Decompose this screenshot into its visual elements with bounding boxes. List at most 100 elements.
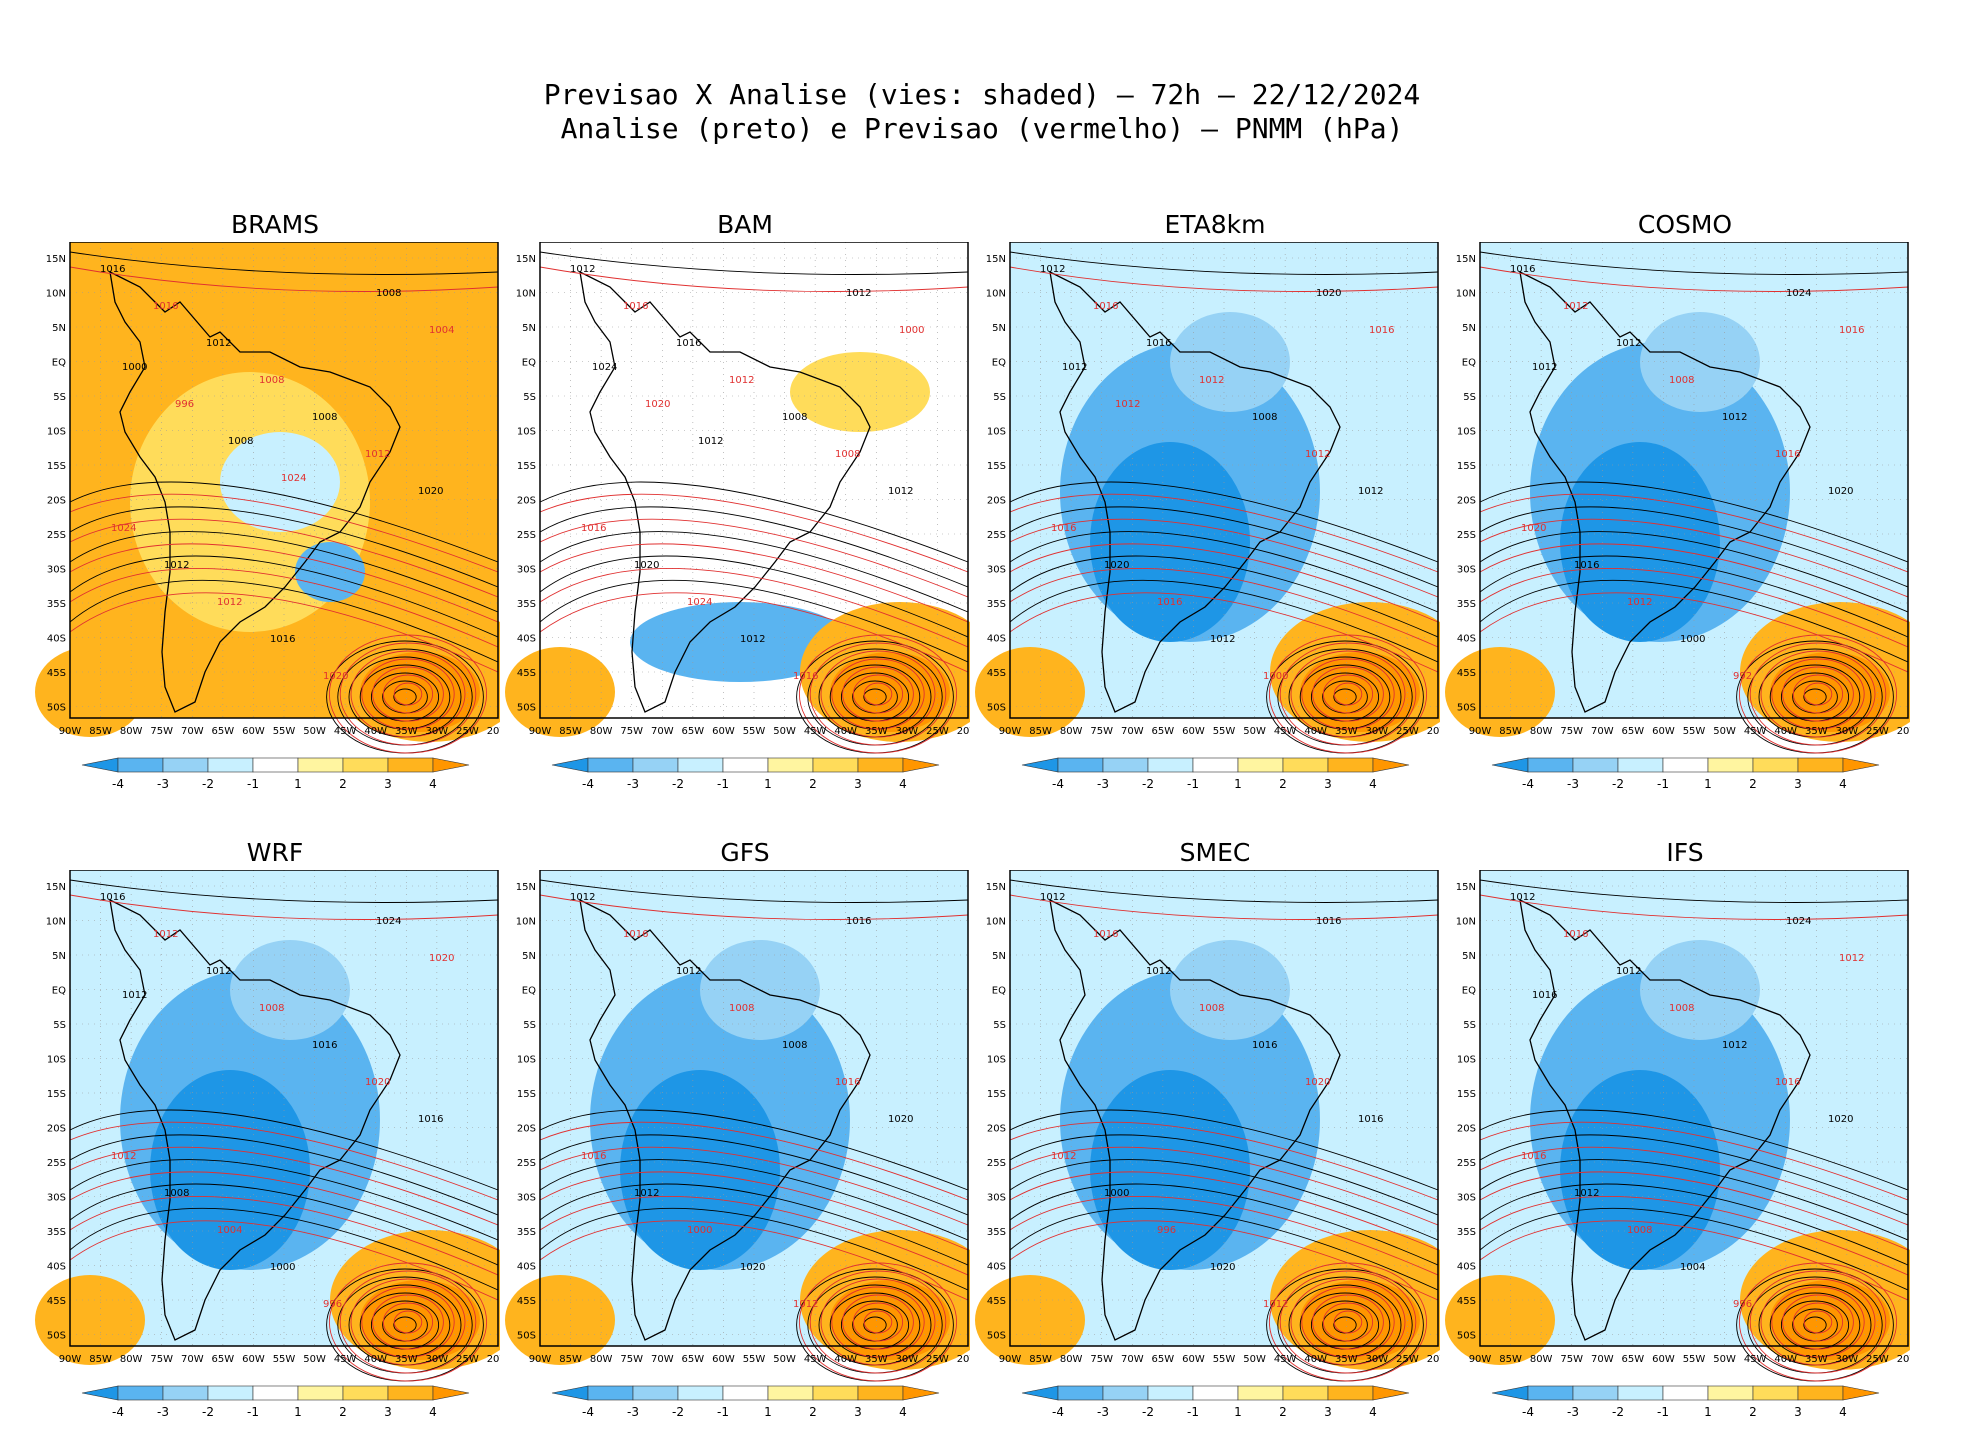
lat-tick-label: 15S	[517, 461, 536, 472]
lat-tick-label: 10N	[1456, 917, 1476, 928]
isobar-label: 1020	[740, 1262, 765, 1273]
isobar-label: 996	[1157, 1225, 1176, 1236]
lat-tick-label: 15S	[987, 461, 1006, 472]
lat-tick-label: 10N	[46, 917, 66, 928]
lat-tick-label: 40S	[47, 634, 66, 645]
isobar-label: 1008	[228, 436, 253, 447]
colorbar-label: -2	[1142, 777, 1154, 791]
lat-tick-label: 45S	[987, 1296, 1006, 1307]
isobar-label: 1008	[835, 449, 860, 460]
lon-tick-label: 55W	[1683, 726, 1706, 737]
colorbar-label: 1	[1234, 1405, 1242, 1419]
isobar-label: 1016	[312, 1040, 337, 1051]
isobar-label: 1008	[782, 412, 807, 423]
panel-map: 1012 1016 1012 1008 1016 1020 1016 1012 1000 996 1…	[975, 870, 1440, 1419]
isobar-label: 1024	[1786, 288, 1811, 299]
colorbar-label: 2	[339, 1405, 347, 1419]
lon-tick-label: 85W	[89, 1354, 112, 1365]
lon-tick-label: 50W	[303, 1354, 326, 1365]
lat-tick-label: 45S	[47, 668, 66, 679]
isobar-label: 1012	[1263, 1299, 1288, 1310]
panel-bam: BAM 1012 1016 1016 1012 1008 1008 1012 1016 1020 1…	[505, 210, 970, 791]
lat-tick-label: 10S	[47, 427, 66, 438]
lat-tick-label: 20S	[987, 1124, 1006, 1135]
lon-tick-label: 25W	[456, 726, 479, 737]
lon-tick-label: 20W	[957, 726, 970, 737]
isobar-label: 1016	[1093, 301, 1118, 312]
lon-tick-label: 75W	[150, 726, 173, 737]
isobar-label: 1020	[1316, 288, 1341, 299]
isobar-label: 1012	[1532, 362, 1557, 373]
panel-map: 1012 1016 1012 1008 1008 1016 1020 1016 1012 1000…	[505, 870, 970, 1419]
colorbar-label: -4	[582, 1405, 594, 1419]
isobar-label: 1016	[1369, 325, 1394, 336]
isobar-label: 1016	[1574, 560, 1599, 571]
isobar-label: 1016	[100, 264, 125, 275]
lon-tick-label: 65W	[682, 726, 705, 737]
isobar-label: 1016	[581, 1151, 606, 1162]
colorbar-label: 1	[1234, 777, 1242, 791]
lon-tick-label: 50W	[773, 1354, 796, 1365]
lon-tick-label: 90W	[999, 726, 1022, 737]
lat-tick-label: 5S	[1463, 392, 1476, 403]
isobar-label: 1008	[1627, 1225, 1652, 1236]
colorbar-label: 3	[384, 777, 392, 791]
panel-gfs: GFS 1012 1016 1012 1008 1008 1016 1020 1016 1012 1…	[505, 838, 970, 1419]
isobar-label: 996	[323, 1299, 342, 1310]
lon-tick-label: 45W	[334, 726, 357, 737]
colorbar-label: -1	[1187, 777, 1199, 791]
lon-tick-label: 45W	[1744, 726, 1767, 737]
panel-title: ETA8km	[1164, 210, 1266, 239]
lon-tick-label: 75W	[620, 1354, 643, 1365]
isobar-label: 1012	[206, 966, 231, 977]
lat-tick-label: 15S	[987, 1089, 1006, 1100]
lon-tick-label: 60W	[1652, 726, 1675, 737]
lat-tick-label: 20S	[517, 496, 536, 507]
lon-tick-label: 40W	[364, 1354, 387, 1365]
lat-tick-label: 35S	[47, 599, 66, 610]
lon-tick-label: 60W	[1182, 1354, 1205, 1365]
lon-tick-label: 65W	[1152, 1354, 1175, 1365]
colorbar-label: 1	[294, 1405, 302, 1419]
panel-title: BAM	[717, 210, 773, 239]
isobar-label: 1016	[1510, 264, 1535, 275]
isobar-label: 1008	[164, 1188, 189, 1199]
lat-tick-label: EQ	[52, 358, 66, 369]
colorbar-label: 3	[1324, 777, 1332, 791]
lon-tick-label: 45W	[1274, 726, 1297, 737]
isobar-label: 1000	[1104, 1188, 1129, 1199]
isobar-label: 1012	[570, 264, 595, 275]
lon-tick-label: 65W	[212, 1354, 235, 1365]
lon-tick-label: 75W	[1090, 726, 1113, 737]
isobar-label: 1012	[1062, 362, 1087, 373]
panel-cosmo: COSMO 1016 1012 1012 1008 1012 1016 1020 1020 101…	[1445, 210, 1910, 791]
lat-tick-label: 30S	[47, 565, 66, 576]
isobar-label: 1024	[687, 597, 712, 608]
lat-tick-label: 25S	[1457, 1158, 1476, 1169]
lat-tick-label: 45S	[987, 668, 1006, 679]
lat-tick-label: EQ	[992, 986, 1006, 997]
lon-tick-label: 85W	[1499, 1354, 1522, 1365]
isobar-label: 1012	[1510, 892, 1535, 903]
colorbar-label: 4	[429, 777, 437, 791]
panel-eta8km: ETA8km 1012 1016 1016 1012 1008 1012 1012 1016 10…	[975, 210, 1440, 791]
isobar-label: 1016	[846, 916, 871, 927]
lon-tick-label: 35W	[1805, 726, 1828, 737]
isobar-label: 1020	[888, 1114, 913, 1125]
isobar-label: 996	[1733, 1299, 1752, 1310]
lat-tick-label: 5N	[1462, 951, 1476, 962]
colorbar-label: -4	[1052, 777, 1064, 791]
colorbar-label: -3	[1097, 1405, 1109, 1419]
lat-tick-label: 15N	[1456, 882, 1476, 893]
isobar-label: 1016	[1358, 1114, 1383, 1125]
isobar-label: 1008	[312, 412, 337, 423]
isobar-label: 1012	[1115, 399, 1140, 410]
isobar-label: 1012	[1358, 486, 1383, 497]
lat-tick-label: 25S	[987, 530, 1006, 541]
isobar-label: 1016	[418, 1114, 443, 1125]
lat-tick-label: 15N	[46, 882, 66, 893]
colorbar-label: 2	[1279, 777, 1287, 791]
lat-tick-label: EQ	[992, 358, 1006, 369]
lon-tick-label: 65W	[1622, 1354, 1645, 1365]
lat-tick-label: 40S	[987, 634, 1006, 645]
